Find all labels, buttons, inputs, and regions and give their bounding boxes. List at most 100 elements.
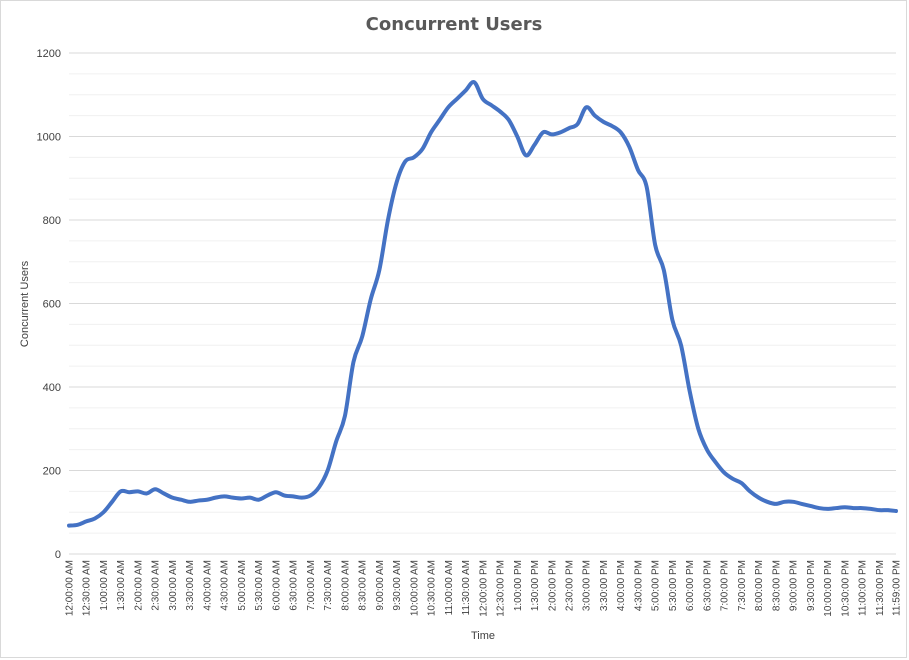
x-tick-label: 11:59:00 PM (892, 560, 903, 616)
y-axis-title: Concurrent Users (19, 260, 31, 347)
x-tick-label: 7:30:00 PM (737, 560, 748, 611)
data-point (516, 135, 518, 138)
x-tick-label: 9:30:00 AM (392, 560, 403, 611)
data-point (120, 490, 122, 492)
data-point (895, 510, 897, 512)
data-point (137, 490, 139, 492)
x-tick-label: 4:30:00 AM (220, 560, 231, 611)
data-point (680, 344, 682, 346)
y-tick-label: 1200 (37, 48, 61, 60)
x-tick-label: 3:00:00 AM (168, 560, 179, 611)
data-point (508, 119, 510, 121)
data-point (723, 471, 725, 474)
data-point (189, 501, 191, 503)
data-point (283, 494, 286, 497)
data-point (361, 336, 363, 338)
x-tick-label: 8:00:00 PM (754, 560, 765, 611)
x-tick-label: 7:30:00 AM (323, 560, 334, 611)
data-point (128, 491, 130, 493)
x-tick-label: 2:00:00 PM (547, 560, 558, 611)
data-point (413, 156, 415, 158)
x-tick-label: 10:00:00 PM (823, 560, 834, 617)
data-point (568, 127, 570, 129)
data-point (482, 98, 484, 100)
data-point (835, 507, 837, 509)
data-point (145, 492, 148, 495)
x-tick-label: 11:00:00 PM (858, 560, 869, 616)
data-point (792, 501, 794, 503)
data-point (327, 469, 329, 472)
x-tick-label: 5:30:00 AM (254, 560, 265, 611)
data-point (456, 98, 458, 100)
data-point (749, 490, 751, 492)
x-tick-label: 11:00:00 AM (444, 560, 455, 615)
data-point (887, 509, 889, 511)
data-point (266, 494, 268, 497)
data-point (439, 119, 441, 121)
data-point (861, 507, 863, 509)
data-point (102, 511, 105, 513)
data-point (309, 494, 311, 497)
data-point (775, 503, 777, 505)
data-point (809, 505, 811, 507)
data-point (464, 89, 467, 92)
data-point (844, 506, 846, 508)
data-point (395, 181, 398, 184)
data-point (387, 219, 389, 221)
data-point (370, 298, 372, 300)
x-tick-label: 4:30:00 PM (633, 560, 644, 611)
data-point (783, 501, 786, 503)
data-point (421, 148, 424, 150)
x-tick-label: 6:30:00 PM (702, 560, 713, 611)
data-point (551, 133, 553, 136)
data-point (197, 499, 199, 502)
data-point (594, 115, 596, 117)
data-point (801, 503, 803, 505)
y-tick-label: 800 (43, 215, 61, 227)
data-point (318, 486, 320, 488)
x-tick-label: 10:30:00 PM (840, 560, 851, 617)
data-point (620, 131, 622, 133)
x-tick-label: 11:30:00 PM (875, 560, 886, 616)
data-point (301, 497, 303, 499)
x-tick-label: 12:30:00 AM (82, 560, 93, 616)
data-point (740, 482, 743, 484)
series-group (67, 80, 898, 528)
x-tick-label: 10:00:00 AM (409, 560, 420, 616)
data-point (249, 497, 251, 499)
data-point (77, 524, 79, 526)
data-point (214, 497, 217, 499)
x-tick-label: 6:00:00 AM (271, 560, 282, 611)
data-point (818, 507, 820, 509)
data-point (628, 146, 630, 148)
data-point (240, 497, 243, 500)
x-tick-label: 9:30:00 PM (806, 560, 817, 611)
x-tick-label: 1:00:00 AM (99, 560, 110, 611)
x-tick-label: 1:30:00 PM (530, 560, 541, 611)
data-point (94, 517, 96, 520)
x-tick-label: 5:00:00 AM (237, 560, 248, 611)
data-point (758, 497, 760, 499)
data-point (766, 501, 768, 503)
data-point (654, 244, 656, 246)
data-point (490, 104, 493, 106)
x-tick-label: 5:00:00 PM (651, 560, 662, 611)
x-tick-label: 8:30:00 AM (358, 560, 369, 611)
x-tick-label: 8:00:00 AM (340, 560, 351, 611)
x-tick-label: 1:00:00 PM (513, 560, 524, 611)
data-point (697, 428, 699, 430)
x-tick-label: 11:30:00 AM (461, 560, 472, 615)
data-point (689, 390, 691, 392)
x-tick-label: 9:00:00 PM (789, 560, 800, 611)
chart-title: Concurrent Users (366, 14, 543, 35)
x-tick-label: 9:00:00 AM (375, 560, 386, 611)
major-gridlines (69, 52, 896, 555)
x-tick-label: 3:00:00 PM (582, 560, 593, 611)
data-point (706, 449, 708, 451)
data-point (430, 131, 432, 133)
data-point (878, 509, 880, 511)
x-tick-label: 3:30:00 PM (599, 560, 610, 611)
x-tick-label: 3:30:00 AM (185, 560, 196, 611)
x-tick-label: 12:00:00 AM (65, 560, 76, 616)
